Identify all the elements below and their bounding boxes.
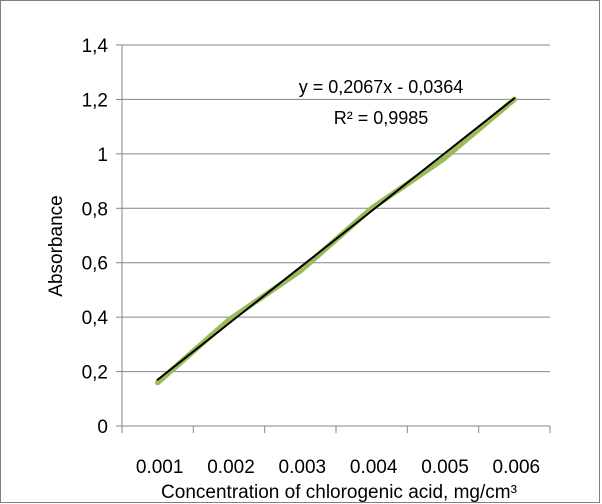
y-tick-label: 0,2 bbox=[82, 363, 108, 384]
x-tick-labels: 0.001 0.002 0.003 0.004 0.005 0.006 bbox=[136, 457, 540, 478]
y-tick-label: 0 bbox=[97, 417, 108, 438]
series-lines bbox=[154, 96, 518, 386]
y-tick-label: 0,4 bbox=[82, 308, 109, 329]
trendline-equation: y = 0,2067x - 0,0364 bbox=[299, 77, 464, 97]
y-tick-label: 1,4 bbox=[82, 36, 109, 57]
y-tick-label: 1 bbox=[97, 145, 108, 166]
x-tick-label: 0.006 bbox=[493, 457, 541, 478]
y-tick-labels: 0 0,2 0,4 0,6 0,8 1 1,2 1,4 bbox=[82, 36, 109, 438]
gridlines bbox=[122, 44, 550, 373]
x-tick-label: 0.003 bbox=[279, 457, 327, 478]
x-tick-label: 0.004 bbox=[350, 457, 398, 478]
y-tick-label: 0,8 bbox=[82, 199, 108, 220]
x-tick-label: 0.005 bbox=[421, 457, 469, 478]
axes bbox=[116, 44, 551, 433]
absorbance-data-line bbox=[154, 96, 518, 386]
y-tick-label: 1,2 bbox=[82, 90, 108, 111]
linear-trendline bbox=[156, 97, 516, 381]
x-tick-label: 0.001 bbox=[136, 457, 184, 478]
x-axis-title: Concentration of chlorogenic acid, mg/cm… bbox=[161, 482, 517, 503]
r-squared-label: R² = 0,9985 bbox=[334, 108, 429, 128]
x-tick-label: 0.002 bbox=[207, 457, 255, 478]
y-tick-label: 0,6 bbox=[82, 254, 108, 275]
y-axis-title: Absorbance bbox=[46, 195, 67, 296]
